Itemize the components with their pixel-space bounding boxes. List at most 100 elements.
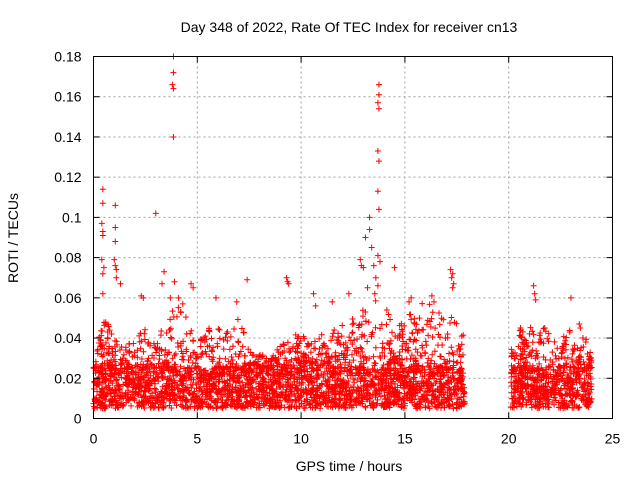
data-point — [311, 394, 318, 401]
data-point — [173, 382, 180, 389]
data-point — [410, 362, 417, 369]
data-point — [124, 391, 131, 398]
data-point — [352, 372, 359, 379]
data-point — [374, 252, 381, 259]
data-point — [349, 321, 356, 328]
data-point — [587, 354, 594, 361]
y-tick-label: 0.08 — [54, 250, 81, 266]
data-point — [150, 375, 157, 382]
data-point — [419, 373, 426, 380]
data-point — [405, 347, 412, 354]
data-point — [117, 393, 124, 400]
data-point — [293, 378, 300, 385]
data-point — [354, 336, 361, 343]
data-point — [398, 373, 405, 380]
data-point — [303, 359, 310, 366]
data-point — [251, 399, 258, 406]
data-point — [404, 373, 411, 380]
data-point — [544, 383, 551, 390]
data-point — [324, 398, 331, 405]
data-point — [416, 315, 423, 322]
data-point — [188, 371, 195, 378]
data-point — [387, 366, 394, 373]
grid-lines — [93, 56, 613, 419]
data-point — [352, 364, 359, 371]
data-point — [332, 388, 339, 395]
data-point — [460, 370, 467, 377]
data-point — [339, 378, 346, 385]
data-point — [268, 396, 275, 403]
data-point — [270, 388, 277, 395]
data-point — [353, 388, 360, 395]
data-point — [317, 364, 324, 371]
data-point — [287, 375, 294, 382]
data-point — [439, 342, 446, 349]
data-point — [201, 398, 208, 405]
data-point — [518, 334, 525, 341]
data-point — [226, 346, 233, 353]
data-point — [531, 376, 538, 383]
data-point — [235, 339, 242, 346]
data-point — [215, 326, 222, 333]
data-point — [439, 366, 446, 373]
data-point — [177, 363, 184, 370]
data-point — [412, 402, 419, 409]
data-point — [265, 362, 272, 369]
data-point — [137, 383, 144, 390]
data-point — [297, 337, 304, 344]
data-point — [402, 346, 409, 353]
data-point — [430, 391, 437, 398]
data-point — [177, 309, 184, 316]
data-point — [303, 396, 310, 403]
data-point — [449, 370, 456, 377]
data-point — [562, 401, 569, 408]
data-point — [392, 365, 399, 372]
data-point — [558, 350, 565, 357]
data-point — [366, 226, 373, 233]
data-point — [124, 366, 131, 373]
data-point — [414, 349, 421, 356]
data-point — [324, 345, 331, 352]
data-point — [265, 372, 272, 379]
data-point — [437, 334, 444, 341]
data-point — [304, 340, 311, 347]
data-point — [348, 351, 355, 358]
data-point — [199, 336, 206, 343]
data-point — [208, 335, 215, 342]
data-point — [148, 394, 155, 401]
data-point — [346, 368, 353, 375]
data-point — [552, 352, 559, 359]
data-point — [412, 326, 419, 333]
data-point — [396, 322, 403, 329]
data-point — [202, 348, 209, 355]
data-point — [193, 385, 200, 392]
data-point — [211, 365, 218, 372]
data-point — [325, 365, 332, 372]
data-point — [289, 381, 296, 388]
data-point — [441, 356, 448, 363]
data-point — [112, 262, 119, 269]
data-point — [455, 342, 462, 349]
data-point — [132, 390, 139, 397]
data-point — [520, 341, 527, 348]
data-point — [527, 395, 534, 402]
data-point — [340, 341, 347, 348]
data-point — [229, 375, 236, 382]
data-point — [149, 352, 156, 359]
data-point — [192, 360, 199, 367]
data-point — [245, 380, 252, 387]
data-point — [304, 390, 311, 397]
data-point — [380, 375, 387, 382]
data-point — [586, 389, 593, 396]
data-point — [297, 394, 304, 401]
data-point — [358, 358, 365, 365]
data-point — [214, 370, 221, 377]
data-point — [224, 337, 231, 344]
data-point — [98, 220, 105, 227]
data-point — [358, 345, 365, 352]
data-point — [366, 395, 373, 402]
data-point — [268, 382, 275, 389]
data-point — [448, 396, 455, 403]
data-point — [409, 392, 416, 399]
data-point — [361, 382, 368, 389]
